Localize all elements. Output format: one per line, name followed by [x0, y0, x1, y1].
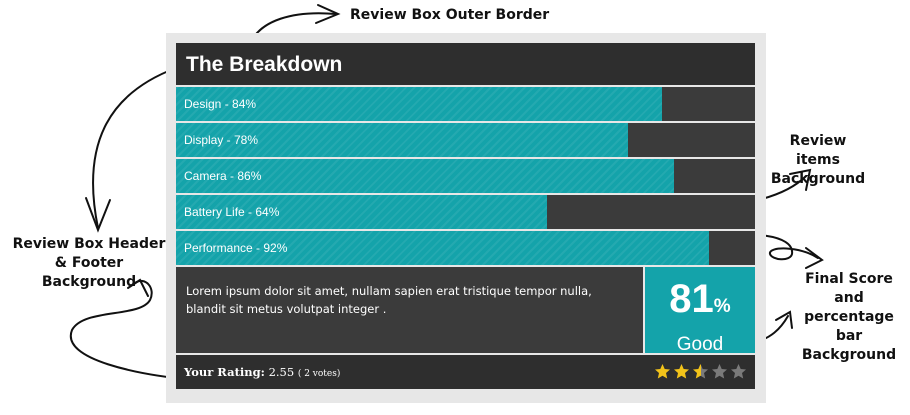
review-box: The Breakdown Design - 84% Display - 78%…: [176, 43, 755, 389]
review-item: Camera - 86%: [176, 159, 755, 193]
annotation-line: percentage bar: [804, 309, 894, 344]
review-item: Performance - 92%: [176, 231, 755, 265]
star-icon[interactable]: [692, 363, 709, 380]
review-item-label: Battery Life - 64%: [184, 205, 280, 219]
arrow-header: [92, 67, 177, 229]
review-item-label: Performance - 92%: [184, 241, 288, 255]
final-score-number: 81: [669, 277, 714, 321]
annotation-line: Background: [801, 347, 897, 363]
annotation-line: Background: [770, 171, 866, 187]
review-item-bar: [176, 87, 663, 121]
star-icon[interactable]: [730, 363, 747, 380]
star-icon[interactable]: [673, 363, 690, 380]
arrowhead-header: [85, 197, 111, 233]
review-item-bar: [176, 231, 709, 265]
review-item: Display - 78%: [176, 123, 755, 157]
review-item: Battery Life - 64%: [176, 195, 755, 229]
user-rating-votes: ( 2 votes): [297, 369, 341, 379]
review-item: Design - 84%: [176, 87, 755, 121]
arrowhead-score: [805, 247, 824, 269]
annotation-line: Final Score and: [805, 271, 893, 306]
review-header-title: The Breakdown: [176, 43, 755, 85]
review-item-bar: [176, 159, 674, 193]
final-score-word: Good: [676, 334, 724, 355]
review-summary-text: Lorem ipsum dolor sit amet, nullam sapie…: [176, 267, 643, 353]
review-items: Design - 84% Display - 78% Camera - 86% …: [176, 87, 755, 265]
user-rating-value: 2.55: [268, 365, 295, 379]
star-rating[interactable]: [654, 363, 747, 380]
review-summary: Lorem ipsum dolor sit amet, nullam sapie…: [176, 267, 755, 355]
annotation-outer-border: Review Box Outer Border: [350, 7, 550, 23]
final-score-box: 81% Good: [645, 267, 755, 355]
review-box-outer-border: The Breakdown Design - 84% Display - 78%…: [166, 33, 766, 403]
arrowhead-outer-border: [315, 4, 341, 24]
annotation-line: & Footer Background: [41, 255, 137, 290]
annotation-items-background: Review items Background: [770, 132, 866, 189]
annotation-final-score-background: Final Score and percentage bar Backgroun…: [790, 270, 908, 365]
review-item-bar: [176, 123, 628, 157]
star-icon[interactable]: [654, 363, 671, 380]
review-item-label: Camera - 86%: [184, 169, 262, 183]
user-rating-label: Your Rating:: [184, 365, 265, 379]
final-score-value: 81%: [645, 279, 755, 327]
review-item-bar: [176, 195, 547, 229]
review-footer: Your Rating: 2.55 ( 2 votes): [176, 355, 755, 389]
final-score-unit: %: [713, 296, 731, 317]
user-rating: Your Rating: 2.55 ( 2 votes): [184, 355, 340, 391]
annotation-header-footer-background: Review Box Header & Footer Background: [8, 235, 170, 292]
review-item-label: Design - 84%: [184, 97, 257, 111]
annotation-line: Review Box Header: [12, 236, 166, 252]
star-icon[interactable]: [711, 363, 728, 380]
review-item-label: Display - 78%: [184, 133, 259, 147]
annotation-line: Review items: [789, 133, 847, 168]
